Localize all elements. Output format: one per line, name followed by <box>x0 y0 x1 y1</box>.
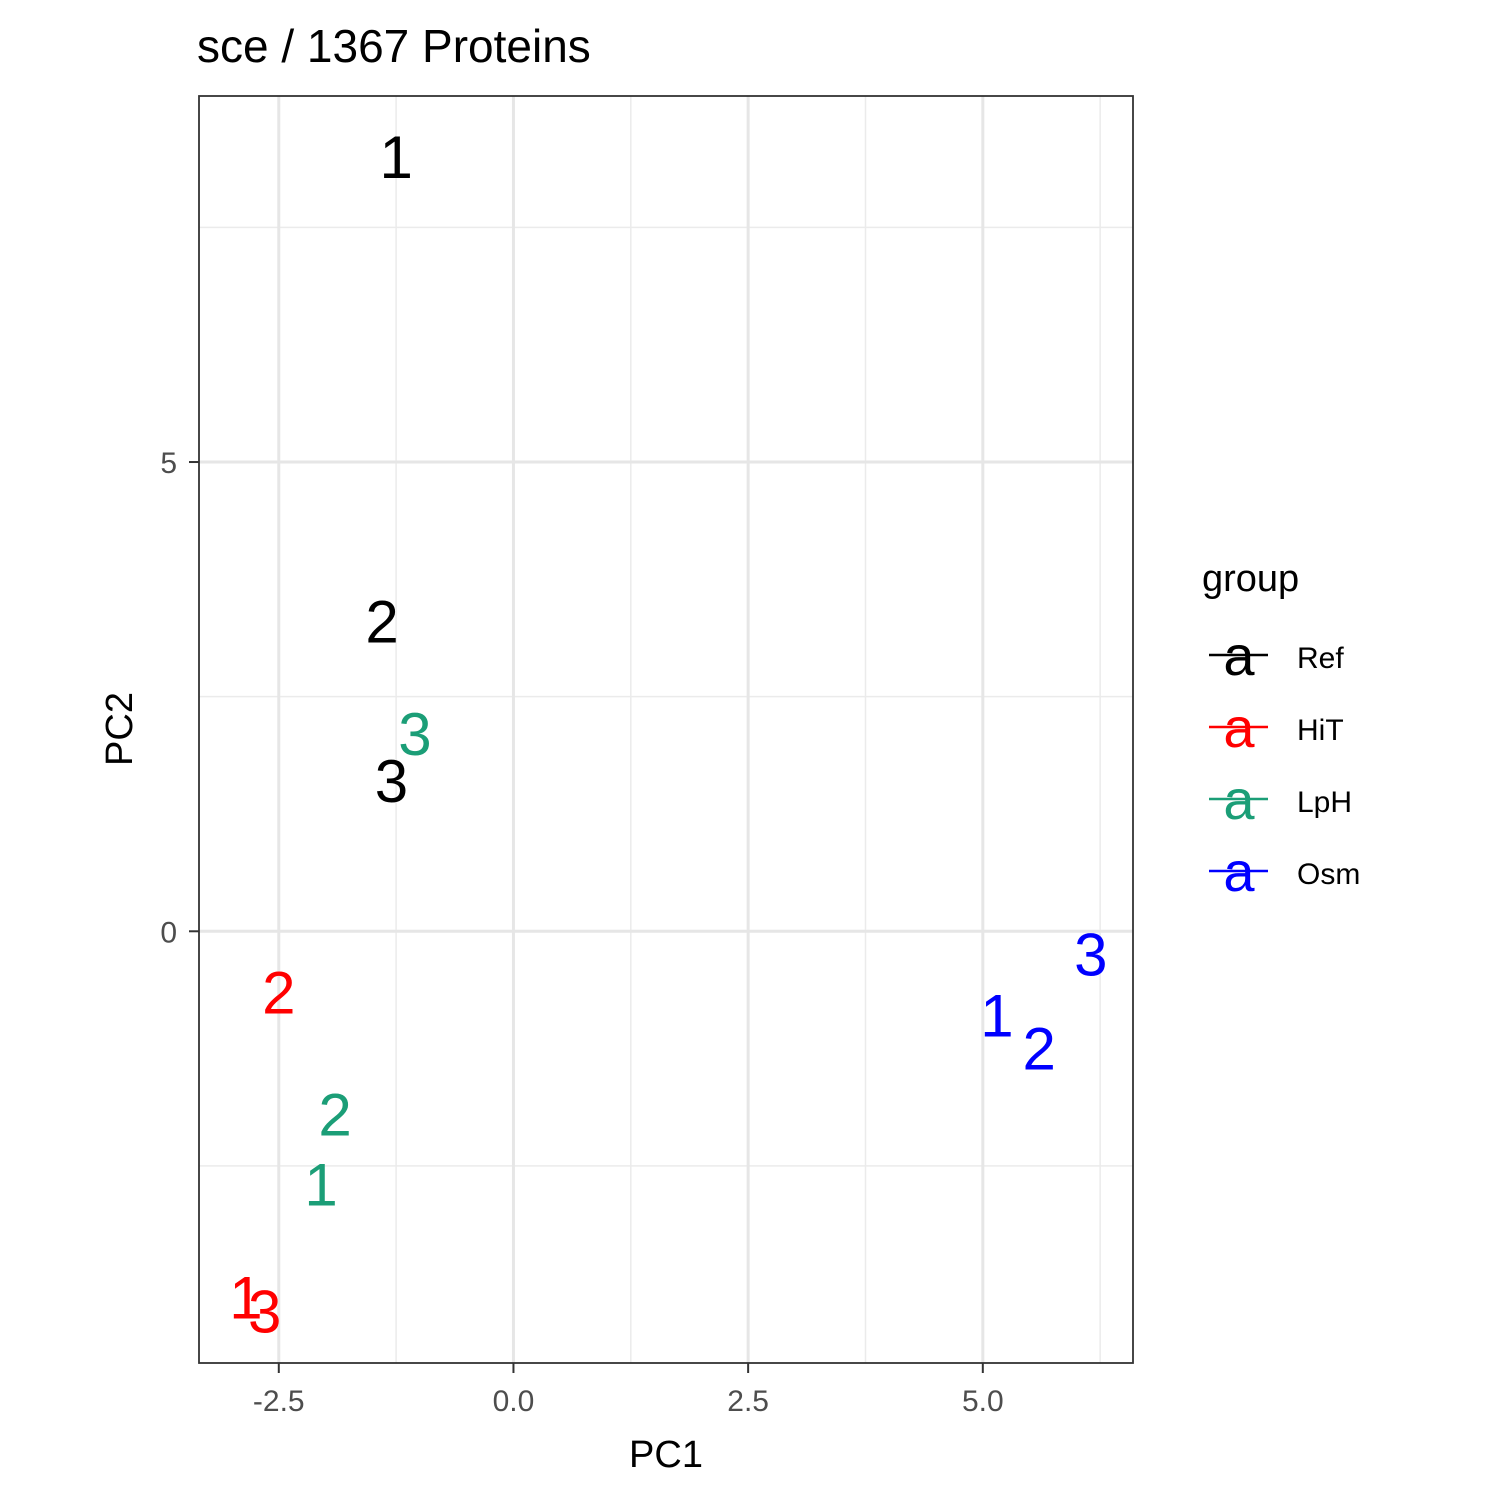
legend-key-lph: a <box>1209 768 1268 831</box>
x-axis-title: PC1 <box>629 1434 703 1476</box>
minor-gridlines <box>199 96 1133 1363</box>
legend-key-osm: a <box>1209 840 1268 903</box>
point-label-lph-1: 1 <box>304 1152 337 1219</box>
x-axis: -2.5 0.0 2.5 5.0 <box>253 1363 1004 1418</box>
point-label-lph-2: 2 <box>318 1081 351 1148</box>
legend-title: group <box>1202 558 1299 600</box>
x-tick-label: 2.5 <box>727 1385 769 1418</box>
x-tick-label: 5.0 <box>962 1385 1004 1418</box>
chart-title: sce / 1367 Proteins <box>197 20 591 72</box>
legend-key-ref: a <box>1209 624 1268 687</box>
panel-border <box>198 95 1134 1364</box>
point-label-ref-1: 1 <box>379 124 412 191</box>
y-axis-title: PC2 <box>99 692 141 766</box>
x-tick-label: -2.5 <box>253 1385 305 1418</box>
point-label-hit-3: 3 <box>248 1278 281 1345</box>
point-label-ref-2: 2 <box>365 589 398 656</box>
point-label-lph-3: 3 <box>398 701 431 768</box>
y-tick-label: 5 <box>160 447 177 480</box>
legend-label-hit: HiT <box>1297 714 1344 747</box>
legend-key-hit: a <box>1209 696 1268 759</box>
x-tick-label: 0.0 <box>493 1385 535 1418</box>
legend-label-osm: Osm <box>1297 858 1360 891</box>
legend-label-lph: LpH <box>1297 786 1352 819</box>
point-label-osm-2: 2 <box>1022 1016 1055 1083</box>
point-label-ref-3: 3 <box>375 748 408 815</box>
point-label-osm-1: 1 <box>980 983 1013 1050</box>
major-gridlines <box>199 96 1133 1363</box>
y-axis: 05 <box>160 447 199 949</box>
point-label-hit-2: 2 <box>262 959 295 1026</box>
point-label-osm-3: 3 <box>1074 922 1107 989</box>
y-tick-label: 0 <box>160 916 177 949</box>
point-label-hit-1: 1 <box>229 1264 262 1331</box>
legend-label-ref: Ref <box>1297 642 1344 675</box>
